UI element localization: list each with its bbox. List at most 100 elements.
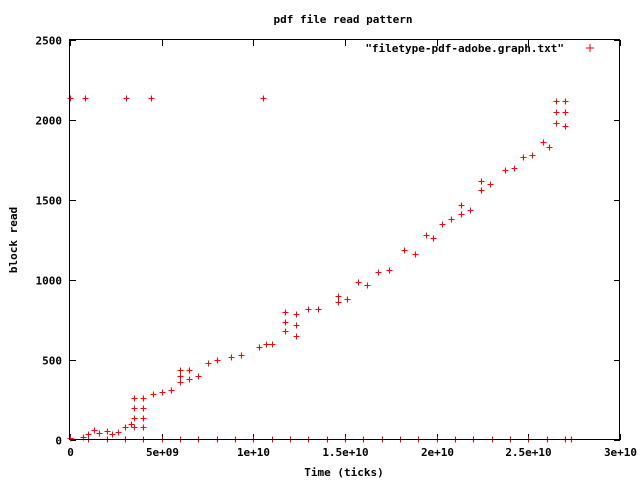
data-point — [115, 429, 122, 436]
data-point — [335, 293, 342, 300]
data-point — [91, 427, 98, 434]
data-point — [553, 98, 560, 105]
data-point — [430, 235, 437, 242]
x-tick-label: 5e+09 — [146, 446, 179, 459]
data-point — [364, 282, 371, 289]
data-point — [96, 430, 103, 437]
data-point — [562, 109, 569, 116]
x-tick-label: 1.5e+10 — [322, 446, 368, 459]
data-point — [448, 216, 455, 223]
data-point — [148, 95, 155, 102]
data-point — [131, 395, 138, 402]
data-point — [140, 405, 147, 412]
y-tick-label: 1500 — [36, 195, 63, 208]
x-tick-label: 2.5e+10 — [505, 446, 551, 459]
data-point — [131, 415, 138, 422]
data-point — [123, 95, 130, 102]
data-point — [109, 431, 116, 438]
data-point — [256, 344, 263, 351]
data-point — [282, 309, 289, 316]
data-point — [293, 333, 300, 340]
data-points — [67, 95, 575, 443]
data-point — [540, 139, 547, 146]
x-tick-label: 1e+10 — [237, 446, 270, 459]
data-point — [228, 354, 235, 361]
data-point — [467, 207, 474, 214]
data-point — [177, 367, 184, 374]
y-axis-label: block read — [7, 207, 20, 273]
data-point — [553, 120, 560, 127]
data-point — [269, 341, 276, 348]
data-point — [335, 299, 342, 306]
data-point — [67, 95, 74, 102]
data-point — [562, 123, 569, 130]
data-point — [205, 360, 212, 367]
x-tick-label: 2e+10 — [421, 446, 454, 459]
data-point — [195, 373, 202, 380]
data-point — [412, 251, 419, 258]
legend-label: "filetype-pdf-adobe.graph.txt" — [365, 42, 564, 55]
data-point — [186, 376, 193, 383]
data-point — [85, 431, 92, 438]
data-point — [214, 357, 221, 364]
y-tick-label: 1000 — [36, 275, 63, 288]
data-point — [168, 387, 175, 394]
data-point — [282, 319, 289, 326]
data-point — [159, 389, 166, 396]
data-point — [122, 424, 129, 431]
data-point — [293, 311, 300, 318]
data-point — [478, 178, 485, 185]
data-point — [458, 211, 465, 218]
data-point — [315, 306, 322, 313]
data-point — [238, 352, 245, 359]
data-point — [546, 144, 553, 151]
data-point — [177, 373, 184, 380]
data-point — [562, 98, 569, 105]
data-point — [260, 95, 267, 102]
data-point — [478, 187, 485, 194]
data-point — [487, 181, 494, 188]
data-point — [150, 391, 157, 398]
x-axis: 0 5e+09 1e+10 1.5e+10 2e+10 2.5e+10 3e+10 — [67, 40, 637, 459]
chart-title: pdf file read pattern — [273, 13, 412, 26]
data-point — [423, 232, 430, 239]
data-point — [401, 247, 408, 254]
data-point — [344, 296, 351, 303]
legend: "filetype-pdf-adobe.graph.txt" — [365, 42, 594, 55]
data-point — [293, 322, 300, 329]
y-tick-label: 0 — [55, 435, 62, 448]
data-point — [458, 202, 465, 209]
data-point — [131, 405, 138, 412]
data-point — [82, 95, 89, 102]
x-tick-label: 0 — [67, 446, 74, 459]
data-point — [439, 221, 446, 228]
y-axis: 0 500 1000 1500 2000 2500 — [36, 35, 620, 448]
data-point — [186, 367, 193, 374]
data-point — [375, 269, 382, 276]
data-point — [305, 306, 312, 313]
data-point — [67, 435, 74, 442]
data-point — [140, 395, 147, 402]
data-point — [128, 421, 135, 428]
y-tick-label: 500 — [42, 355, 62, 368]
x-tick-label: 3e+10 — [604, 446, 637, 459]
data-point — [355, 279, 362, 286]
data-point — [263, 341, 270, 348]
x-axis-label: Time (ticks) — [304, 466, 383, 479]
data-point — [177, 379, 184, 386]
data-point — [553, 109, 560, 116]
y-tick-label: 2500 — [36, 35, 63, 48]
y-tick-label: 2000 — [36, 115, 63, 128]
data-point — [386, 267, 393, 274]
data-point — [104, 428, 111, 435]
data-point — [140, 424, 147, 431]
data-point — [502, 167, 509, 174]
data-point — [511, 165, 518, 172]
plot-frame — [69, 39, 620, 440]
data-point — [131, 424, 138, 431]
data-point — [520, 154, 527, 161]
data-point — [529, 152, 536, 159]
data-point — [140, 415, 147, 422]
data-point — [282, 328, 289, 335]
